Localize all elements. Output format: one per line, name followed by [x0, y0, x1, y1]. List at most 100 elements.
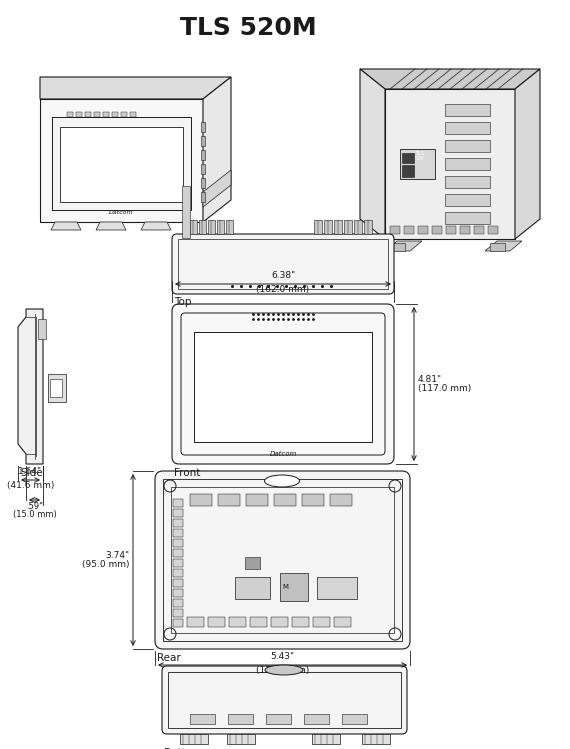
Bar — [187, 617, 204, 627]
Polygon shape — [208, 220, 215, 234]
Bar — [173, 599, 183, 607]
FancyBboxPatch shape — [162, 666, 407, 734]
Bar — [112, 112, 118, 117]
Bar — [173, 509, 183, 517]
Text: 4.81": 4.81" — [418, 375, 442, 384]
Bar — [173, 559, 183, 567]
Text: 5.43": 5.43" — [270, 652, 295, 661]
Bar — [304, 714, 329, 724]
Bar — [201, 150, 205, 160]
Bar — [390, 226, 400, 234]
Text: Datcom: Datcom — [269, 451, 297, 457]
Bar — [173, 589, 183, 597]
Bar — [190, 714, 215, 724]
Bar — [218, 494, 240, 506]
Polygon shape — [203, 77, 231, 222]
Text: (138.0 mm): (138.0 mm) — [256, 666, 309, 675]
Bar — [60, 127, 183, 202]
Polygon shape — [312, 734, 340, 744]
Bar — [208, 617, 225, 627]
Polygon shape — [314, 220, 322, 234]
Ellipse shape — [265, 665, 303, 675]
Polygon shape — [40, 99, 203, 222]
Bar — [163, 479, 402, 641]
Text: Front: Front — [174, 468, 201, 478]
Bar — [460, 226, 470, 234]
Bar — [94, 112, 100, 117]
Bar — [445, 122, 490, 134]
Polygon shape — [515, 69, 540, 239]
Bar — [38, 319, 46, 339]
Text: (162.0 mm): (162.0 mm) — [256, 285, 310, 294]
Polygon shape — [18, 309, 43, 464]
Bar — [85, 112, 91, 117]
Bar — [334, 617, 351, 627]
Bar — [190, 494, 212, 506]
Polygon shape — [364, 220, 372, 234]
Bar — [488, 226, 498, 234]
FancyBboxPatch shape — [172, 304, 394, 464]
Polygon shape — [180, 734, 208, 744]
Bar — [274, 494, 296, 506]
Polygon shape — [360, 69, 385, 239]
Bar — [168, 672, 401, 728]
Bar — [445, 194, 490, 206]
Bar — [52, 117, 191, 210]
Bar — [250, 617, 267, 627]
Polygon shape — [324, 220, 332, 234]
Bar — [245, 557, 260, 569]
Bar — [130, 112, 136, 117]
Text: (117.0 mm): (117.0 mm) — [418, 383, 471, 392]
Bar — [173, 549, 183, 557]
Polygon shape — [385, 89, 515, 239]
Text: Bottom: Bottom — [164, 748, 202, 749]
Bar — [235, 577, 270, 599]
Bar — [173, 579, 183, 587]
Polygon shape — [217, 220, 224, 234]
Bar — [173, 529, 183, 537]
Bar — [201, 136, 205, 146]
Bar — [178, 239, 388, 289]
Bar — [173, 609, 183, 617]
Bar — [121, 112, 127, 117]
Polygon shape — [354, 220, 362, 234]
Polygon shape — [362, 734, 390, 744]
Bar — [173, 499, 183, 507]
Bar — [400, 149, 435, 179]
Text: (41.6 mm): (41.6 mm) — [7, 481, 54, 490]
Bar — [404, 226, 414, 234]
Text: 1.64": 1.64" — [18, 467, 43, 476]
Bar — [194, 332, 372, 442]
Bar — [266, 714, 291, 724]
Bar — [402, 165, 414, 177]
Bar — [173, 619, 183, 627]
Bar — [229, 617, 246, 627]
Text: TLS 520M: TLS 520M — [180, 16, 316, 40]
Polygon shape — [96, 222, 126, 230]
Polygon shape — [199, 220, 206, 234]
Bar — [201, 178, 205, 188]
Bar — [445, 140, 490, 152]
Bar — [228, 714, 253, 724]
Bar — [390, 243, 405, 251]
Bar — [302, 494, 324, 506]
Bar — [445, 176, 490, 188]
Polygon shape — [344, 220, 352, 234]
Bar — [445, 158, 490, 170]
Bar — [445, 104, 490, 116]
Bar — [313, 617, 330, 627]
Bar — [445, 212, 490, 224]
Bar — [402, 153, 414, 163]
Bar — [173, 519, 183, 527]
Bar — [171, 487, 394, 633]
Bar — [173, 569, 183, 577]
Bar — [317, 577, 357, 599]
Polygon shape — [40, 77, 231, 99]
Bar — [280, 573, 308, 601]
Bar — [173, 539, 183, 547]
Bar — [432, 226, 442, 234]
Text: TLS
520: TLS 520 — [415, 151, 425, 161]
Polygon shape — [226, 220, 233, 234]
Bar — [103, 112, 109, 117]
Bar — [182, 186, 190, 238]
